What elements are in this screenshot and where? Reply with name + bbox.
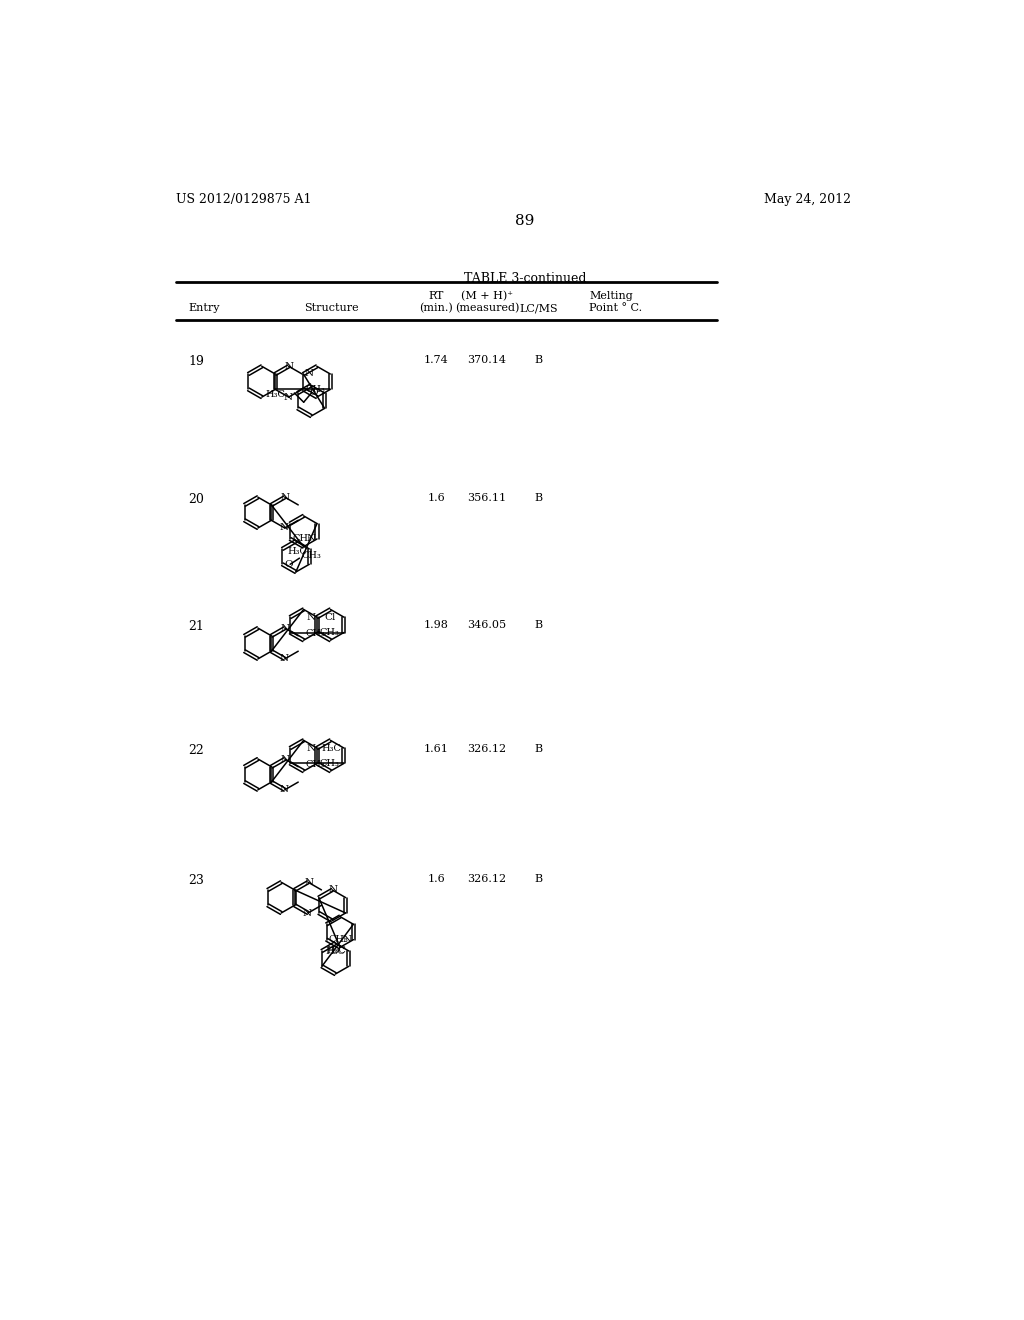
- Text: 1.98: 1.98: [424, 620, 449, 631]
- Text: 20: 20: [188, 494, 205, 507]
- Text: N: N: [280, 524, 289, 532]
- Text: N: N: [281, 492, 290, 502]
- Text: LC/MS: LC/MS: [519, 304, 558, 313]
- Text: N: N: [306, 612, 315, 622]
- Text: May 24, 2012: May 24, 2012: [764, 193, 851, 206]
- Text: O: O: [285, 560, 293, 569]
- Text: Entry: Entry: [188, 304, 220, 313]
- Text: CH₃: CH₃: [319, 628, 339, 638]
- Text: N: N: [304, 370, 313, 379]
- Text: CH₃: CH₃: [306, 385, 326, 393]
- Text: Structure: Structure: [304, 304, 358, 313]
- Text: B: B: [535, 355, 543, 364]
- Text: US 2012/0129875 A1: US 2012/0129875 A1: [176, 193, 311, 206]
- Text: 23: 23: [188, 875, 205, 887]
- Text: N: N: [304, 878, 313, 887]
- Text: H₃C: H₃C: [287, 546, 307, 556]
- Text: RT: RT: [429, 290, 444, 301]
- Text: B: B: [535, 875, 543, 884]
- Text: 326.12: 326.12: [467, 743, 507, 754]
- Text: 1.74: 1.74: [424, 355, 449, 364]
- Text: N: N: [303, 908, 312, 917]
- Text: N: N: [280, 785, 289, 795]
- Text: N: N: [329, 886, 338, 895]
- Text: N: N: [281, 755, 290, 763]
- Text: H₃C: H₃C: [327, 946, 346, 956]
- Text: (measured): (measured): [455, 304, 519, 313]
- Text: 89: 89: [515, 214, 535, 228]
- Text: B: B: [535, 743, 543, 754]
- Text: 346.05: 346.05: [467, 620, 507, 631]
- Text: 370.14: 370.14: [467, 355, 506, 364]
- Text: O: O: [309, 388, 317, 397]
- Text: N: N: [280, 655, 289, 664]
- Text: 1.6: 1.6: [428, 494, 445, 503]
- Text: B: B: [535, 620, 543, 631]
- Text: H₃C: H₃C: [265, 389, 285, 399]
- Text: (M + H)⁺: (M + H)⁺: [461, 290, 513, 301]
- Text: CH₃: CH₃: [319, 759, 339, 768]
- Text: 1.6: 1.6: [428, 875, 445, 884]
- Text: CH₃: CH₃: [305, 760, 325, 768]
- Text: 356.11: 356.11: [467, 494, 507, 503]
- Text: CH₃: CH₃: [329, 935, 349, 944]
- Text: Cl: Cl: [325, 614, 336, 622]
- Text: Melting: Melting: [589, 290, 633, 301]
- Text: 21: 21: [188, 620, 205, 634]
- Text: B: B: [535, 494, 543, 503]
- Text: CH₃: CH₃: [305, 628, 325, 638]
- Text: 19: 19: [188, 355, 205, 368]
- Text: H₃C: H₃C: [322, 743, 342, 752]
- Text: H₃C: H₃C: [326, 946, 345, 956]
- Text: 326.12: 326.12: [467, 875, 507, 884]
- Text: N: N: [306, 743, 315, 752]
- Text: CH₃: CH₃: [302, 550, 322, 560]
- Text: Point ° C.: Point ° C.: [589, 304, 642, 313]
- Text: CH₃: CH₃: [293, 535, 312, 544]
- Text: 1.61: 1.61: [424, 743, 449, 754]
- Text: N: N: [284, 392, 293, 401]
- Text: (min.): (min.): [420, 304, 454, 313]
- Text: 22: 22: [188, 743, 204, 756]
- Text: N: N: [285, 362, 294, 371]
- Text: TABLE 3-continued: TABLE 3-continued: [464, 272, 586, 285]
- Text: N: N: [306, 535, 315, 544]
- Text: N: N: [343, 935, 352, 944]
- Text: N: N: [281, 623, 290, 632]
